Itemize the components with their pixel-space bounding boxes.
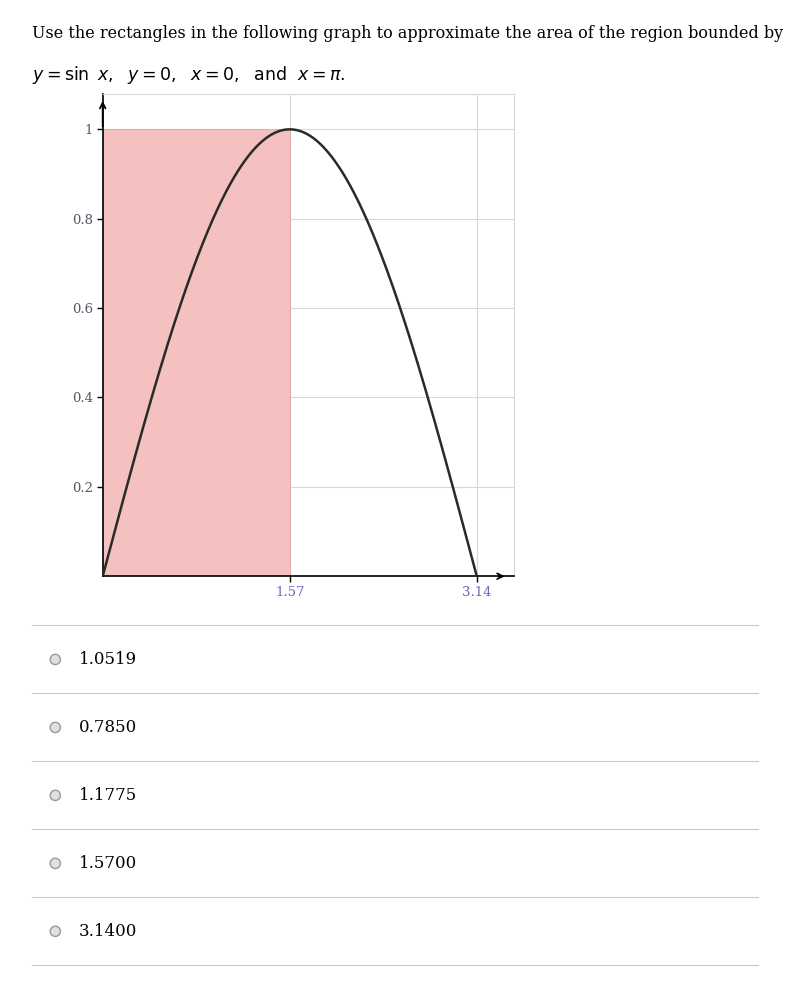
Text: 1.1775: 1.1775 xyxy=(79,787,137,804)
Text: 1.0519: 1.0519 xyxy=(79,651,137,668)
Text: 1.5700: 1.5700 xyxy=(79,855,137,872)
Text: 0.7850: 0.7850 xyxy=(79,719,137,736)
Bar xyxy=(103,129,290,576)
Text: 3.1400: 3.1400 xyxy=(79,923,137,940)
Text: $y=\sin\ x,\ \ y=0,\ \ x=0,\ \ \mathrm{and}\ \ x=\pi.$: $y=\sin\ x,\ \ y=0,\ \ x=0,\ \ \mathrm{a… xyxy=(32,64,345,86)
Text: Use the rectangles in the following graph to approximate the area of the region : Use the rectangles in the following grap… xyxy=(32,25,783,41)
Bar xyxy=(103,129,290,576)
